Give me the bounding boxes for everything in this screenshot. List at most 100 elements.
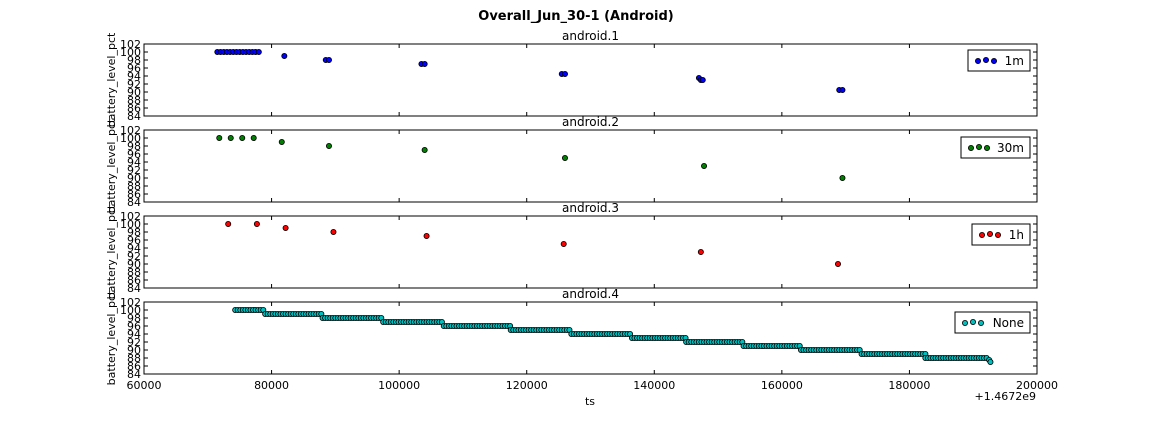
y-tick-label: 94 (127, 156, 141, 169)
data-point (697, 248, 704, 255)
plot-frame (143, 215, 1038, 289)
y-tick-label: 94 (127, 70, 141, 83)
legend-marker (976, 143, 983, 150)
y-tick-label: 84 (127, 368, 141, 381)
y-tick-label: 102 (120, 38, 141, 51)
x-tick-label: 60000 (127, 379, 162, 392)
data-point (281, 53, 288, 60)
subplot-1: android.1 battery_level_pct 84868890929496… (105, 29, 1038, 127)
y-tick-label: 102 (120, 210, 141, 223)
series-points (232, 306, 994, 365)
y-tick-label: 92 (127, 336, 141, 349)
subplot-3: android.3 battery_level_pct 84868890929496… (105, 201, 1038, 299)
subplot-title: android.1 (562, 29, 619, 43)
series-points (216, 134, 846, 181)
x-tick-label: 160000 (761, 379, 803, 392)
plot-frame (143, 129, 1038, 203)
data-point (987, 358, 994, 365)
data-point (216, 134, 223, 141)
y-axis-label: battery_level_pct (105, 290, 118, 385)
y-tick-label: 86 (127, 274, 141, 287)
legend: 1m (967, 49, 1031, 72)
y-tick-label: 94 (127, 328, 141, 341)
data-point (282, 224, 289, 231)
y-tick-label: 98 (127, 140, 141, 153)
y-tick-label: 92 (127, 78, 141, 91)
legend-marker (962, 319, 969, 326)
y-tick-label: 88 (127, 352, 141, 365)
legend: 30m (960, 136, 1031, 159)
y-axis-label: battery_level_pct (105, 32, 118, 127)
y-tick-label: 90 (127, 258, 141, 271)
legend-marker (968, 144, 975, 151)
legend-marker (983, 57, 990, 64)
subplot-2: android.2 battery_level_pct 84868890929496… (105, 115, 1038, 213)
y-tick-label: 88 (127, 266, 141, 279)
y-tick-label: 102 (120, 124, 141, 137)
legend: 1h (971, 223, 1031, 246)
data-point (561, 71, 568, 78)
y-tick-label: 90 (127, 344, 141, 357)
y-tick-label: 100 (120, 46, 141, 59)
x-offset-label: +1.4672e9 (975, 390, 1036, 403)
legend-label: 30m (997, 141, 1024, 155)
data-point (250, 134, 257, 141)
legend-label: 1m (1005, 54, 1024, 68)
legend-marker (984, 144, 991, 151)
data-point (325, 57, 332, 64)
y-tick-label: 96 (127, 320, 141, 333)
y-tick-label: 90 (127, 172, 141, 185)
legend-marker (991, 58, 998, 65)
x-tick-label: 200000 (1016, 379, 1058, 392)
y-tick-label: 90 (127, 86, 141, 99)
subplot-title: android.4 (562, 287, 619, 301)
y-axis-label: battery_level_pct (105, 204, 118, 299)
data-point (325, 142, 332, 149)
plot-frame (143, 43, 1038, 117)
y-tick-label: 96 (127, 62, 141, 75)
data-point (561, 154, 568, 161)
series-points (225, 220, 841, 267)
data-point (330, 228, 337, 235)
x-tick-label: 120000 (506, 379, 548, 392)
series-points (214, 49, 846, 94)
y-tick-label: 100 (120, 218, 141, 231)
y-tick-label: 84 (127, 282, 141, 295)
legend-box (967, 49, 1031, 72)
plot-frame (143, 301, 1038, 375)
legend-marker (978, 319, 985, 326)
legend-label: None (993, 316, 1024, 330)
data-point (421, 146, 428, 153)
y-tick-label: 98 (127, 312, 141, 325)
x-tick-label: 80000 (254, 379, 289, 392)
data-point (225, 220, 232, 227)
y-tick-label: 100 (120, 132, 141, 145)
data-point (560, 240, 567, 247)
subplot-title: android.3 (562, 201, 619, 215)
y-tick-label: 86 (127, 360, 141, 373)
legend-marker (995, 231, 1002, 238)
data-point (839, 174, 846, 181)
y-tick-label: 100 (120, 304, 141, 317)
data-point (699, 77, 706, 84)
legend-marker (979, 231, 986, 238)
x-tick-label: 100000 (378, 379, 420, 392)
y-tick-label: 98 (127, 226, 141, 239)
data-point (255, 49, 262, 56)
legend-box (971, 223, 1031, 246)
data-point (701, 162, 708, 169)
y-tick-label: 84 (127, 110, 141, 123)
x-axis-label: ts (585, 395, 595, 408)
data-point (839, 87, 846, 94)
legend: None (954, 311, 1031, 334)
y-tick-label: 94 (127, 242, 141, 255)
y-tick-label: 88 (127, 180, 141, 193)
x-tick-label: 180000 (888, 379, 930, 392)
data-point (834, 260, 841, 267)
x-tick-label: 140000 (633, 379, 675, 392)
y-tick-label: 96 (127, 148, 141, 161)
data-point (423, 232, 430, 239)
y-tick-label: 92 (127, 164, 141, 177)
